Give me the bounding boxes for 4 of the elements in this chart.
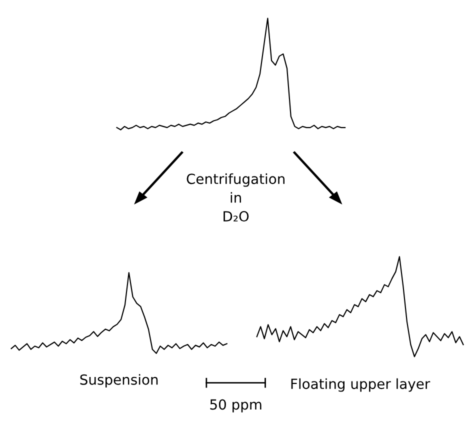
x-axis-title: Suspension — [80, 374, 158, 388]
x-axis-title: Floating upper layer — [291, 378, 430, 392]
text: 50 ppm — [210, 399, 262, 412]
text: Centrifugation in D₂O — [186, 173, 284, 222]
